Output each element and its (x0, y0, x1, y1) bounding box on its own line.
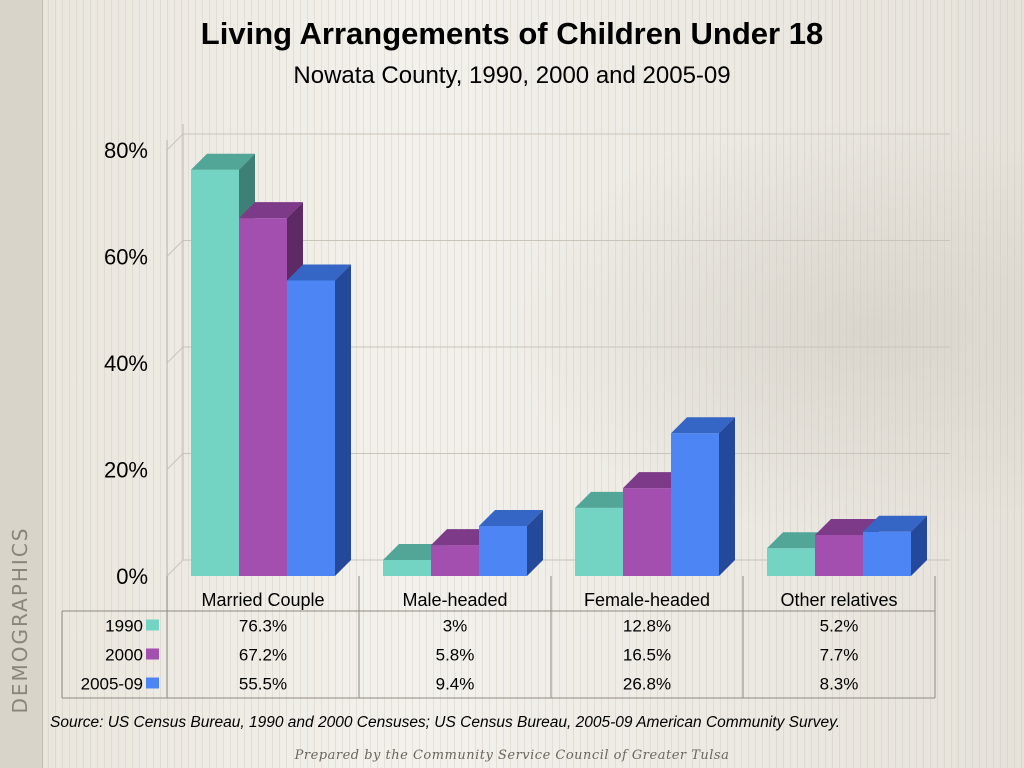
bar (431, 545, 479, 576)
bar-side (527, 509, 543, 576)
bar-top (239, 202, 303, 219)
gridline-depth (166, 559, 184, 577)
data-label: 16.5% (623, 646, 671, 665)
x-category-label: Other relatives (780, 590, 897, 610)
gridline-depth (166, 133, 184, 151)
data-label: 26.8% (623, 675, 671, 694)
data-label: 76.3% (239, 617, 287, 636)
legend-series-label: 2005-09 (81, 675, 143, 694)
bar-top (671, 417, 735, 434)
bar (239, 218, 287, 576)
left-band: DEMOGRAPHICS (0, 0, 43, 768)
legend-series-label: 1990 (105, 617, 143, 636)
bar (767, 548, 815, 576)
data-label: 3% (443, 617, 468, 636)
x-category-label: Married Couple (201, 590, 324, 610)
bar-top (287, 264, 351, 281)
x-category-label: Male-headed (402, 590, 507, 610)
x-category-label: Female-headed (584, 590, 710, 610)
y-tick-label: 80% (104, 138, 148, 163)
source-note: Source: US Census Bureau, 1990 and 2000 … (50, 714, 841, 731)
bar (575, 507, 623, 576)
data-label: 5.8% (436, 646, 475, 665)
bar-top (191, 153, 255, 170)
footer-credit: Prepared by the Community Service Counci… (294, 748, 730, 763)
bar (479, 525, 527, 576)
legend-series-label: 2000 (105, 646, 143, 665)
data-label: 12.8% (623, 617, 671, 636)
data-label: 9.4% (436, 675, 475, 694)
y-tick-label: 40% (104, 351, 148, 376)
legend-swatch (146, 677, 159, 689)
data-label: 5.2% (820, 617, 859, 636)
bar (863, 531, 911, 576)
bar-top (863, 515, 927, 532)
data-label: 8.3% (820, 675, 859, 694)
data-label: 7.7% (820, 646, 859, 665)
gridline-depth (166, 346, 184, 364)
y-tick-label: 20% (104, 458, 148, 483)
bar-top (815, 518, 879, 535)
data-label: 67.2% (239, 646, 287, 665)
bar (671, 433, 719, 576)
data-label: 55.5% (239, 675, 287, 694)
bar-side (335, 264, 351, 576)
legend-swatch (146, 648, 159, 660)
bar (191, 169, 239, 576)
bar (815, 534, 863, 576)
legend-swatch (146, 619, 159, 631)
bar (623, 488, 671, 576)
bar-top (479, 509, 543, 526)
bar-side (719, 417, 735, 576)
gridline-depth (166, 240, 184, 257)
y-tick-label: 0% (116, 564, 148, 589)
chart-title: Living Arrangements of Children Under 18 (200, 16, 824, 51)
bar (383, 560, 431, 576)
bar (287, 280, 335, 576)
bar-side (911, 515, 927, 576)
gridline-depth (166, 453, 184, 470)
chart-subtitle: Nowata County, 1990, 2000 and 2005-09 (293, 62, 731, 89)
y-tick-label: 60% (104, 245, 148, 270)
